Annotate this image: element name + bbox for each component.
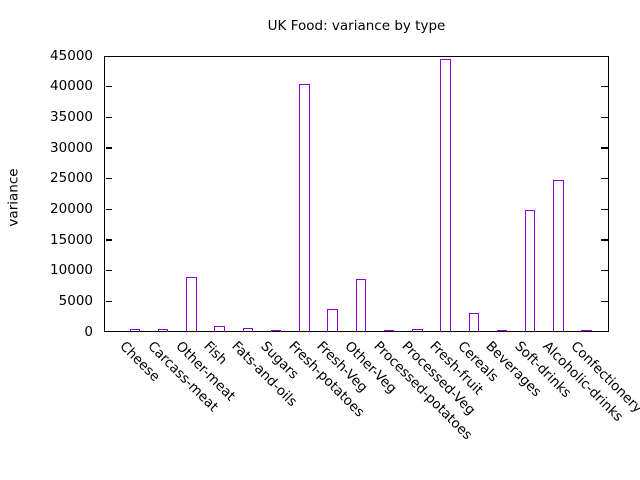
- y-tick-mark: [105, 116, 112, 119]
- y-tick-label: 30000: [50, 139, 93, 156]
- bar-fish: [214, 325, 225, 332]
- y-tick-label: 45000: [50, 47, 93, 64]
- bar-processed-veg: [412, 329, 423, 332]
- y-tick-label: 10000: [50, 262, 93, 279]
- y-tick-mark: [601, 300, 608, 303]
- bar-confectionery: [581, 330, 592, 332]
- y-tick-mark: [105, 85, 112, 88]
- bar-processed-potatoes: [383, 329, 395, 332]
- bar-other-veg: [355, 278, 367, 332]
- bar-other-meat: [186, 277, 197, 332]
- bar-cereals: [468, 312, 479, 332]
- y-tick-label: 25000: [50, 170, 93, 187]
- y-tick-label: 40000: [50, 78, 93, 95]
- bar-alcoholic-drinks: [553, 180, 564, 332]
- y-tick-label: 35000: [50, 108, 93, 125]
- y-tick-mark: [601, 239, 608, 241]
- y-tick-mark: [105, 300, 112, 303]
- y-tick-mark: [105, 239, 112, 241]
- y-tick-mark: [105, 147, 112, 149]
- y-tick-mark: [601, 147, 608, 149]
- y-tick-mark: [601, 85, 608, 88]
- bar-cheese: [129, 328, 141, 332]
- y-tick-mark: [105, 269, 112, 272]
- y-tick-label: 15000: [50, 231, 93, 248]
- y-tick-label: 0: [84, 323, 93, 340]
- bar-fats-and-oils: [242, 327, 254, 332]
- bar-fresh-potatoes: [299, 83, 310, 332]
- y-tick-mark: [601, 177, 608, 180]
- y-tick-mark: [105, 177, 112, 180]
- bar-fresh-fruit: [440, 58, 451, 332]
- y-tick-mark: [105, 208, 112, 211]
- y-axis-label: variance: [5, 168, 22, 227]
- y-tick-label: 5000: [58, 292, 93, 309]
- bar-carcass-meat: [157, 329, 169, 332]
- y-tick-mark: [601, 116, 608, 119]
- bar-sugars: [270, 329, 282, 332]
- y-tick-label: 20000: [50, 200, 93, 217]
- bar-fresh-veg: [327, 308, 338, 332]
- y-tick-mark: [601, 269, 608, 272]
- chart-title: UK Food: variance by type: [267, 18, 446, 34]
- y-tick-mark: [601, 208, 608, 211]
- bar-soft-drinks: [524, 209, 536, 332]
- bar-beverages: [496, 330, 508, 332]
